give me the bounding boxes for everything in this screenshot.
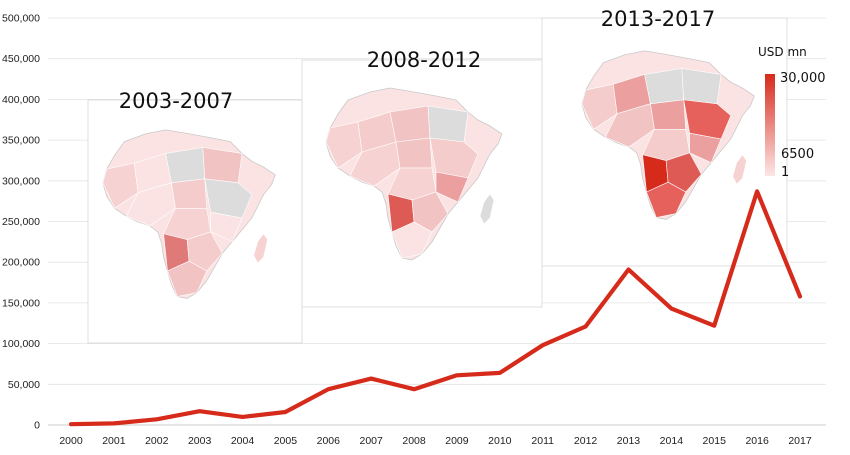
map-inset-2008-2012: 2008-2012	[301, 48, 543, 308]
data-point	[369, 377, 373, 381]
data-point	[326, 387, 330, 391]
data-point	[669, 306, 673, 311]
country-region	[125, 182, 176, 227]
x-tick-label: 2013	[617, 435, 641, 447]
data-point	[498, 371, 502, 375]
data-point	[155, 417, 159, 421]
data-point	[240, 415, 245, 419]
country-region	[210, 211, 243, 242]
country-region	[681, 68, 722, 105]
country-region	[665, 152, 702, 193]
data-point	[798, 294, 802, 298]
country-region	[349, 141, 401, 187]
map-inset-2013-2017: 2013-2017	[541, 7, 788, 267]
country-region	[186, 231, 223, 272]
country-region	[604, 103, 655, 148]
x-tick-label: 2015	[703, 435, 727, 447]
y-tick-label: 100,000	[2, 338, 40, 350]
x-tick-label: 2000	[59, 435, 83, 447]
y-tick-label: 150,000	[2, 297, 40, 309]
country-region	[429, 137, 479, 179]
country-region	[646, 181, 687, 218]
y-tick-label: 450,000	[2, 53, 40, 65]
x-tick-label: 2004	[231, 435, 255, 447]
country-region	[683, 99, 732, 140]
y-tick-label: 0	[34, 420, 40, 432]
data-point	[412, 387, 416, 391]
y-tick-label: 200,000	[2, 257, 40, 269]
country-region	[165, 147, 206, 184]
africa-map	[581, 50, 755, 220]
x-tick-label: 2010	[488, 435, 512, 447]
data-point	[583, 324, 588, 329]
legend-color-bar	[765, 74, 775, 176]
country-region	[732, 154, 747, 185]
legend-label-high: 30,000	[780, 71, 826, 86]
x-tick-label: 2017	[788, 435, 812, 447]
legend-label-mid: 6500	[781, 147, 814, 162]
x-tick-label: 2002	[145, 435, 169, 447]
country-region	[479, 193, 495, 225]
data-point	[626, 267, 631, 272]
legend-label-low: 1	[781, 165, 789, 180]
x-tick-label: 2001	[102, 435, 126, 447]
x-tick-label: 2011	[531, 435, 554, 447]
data-points	[69, 189, 802, 426]
x-tick-label: 2003	[188, 435, 212, 447]
data-point	[198, 409, 202, 413]
country-region	[253, 233, 268, 264]
inset-title: 2013-2017	[601, 7, 715, 31]
country-region	[391, 221, 433, 259]
country-region	[389, 105, 431, 143]
x-tick-label: 2005	[274, 435, 298, 447]
africa-map	[325, 87, 503, 261]
inset-title: 2008-2012	[367, 48, 481, 72]
color-legend: USD mn 30,000 6500 1	[758, 45, 826, 180]
country-region	[202, 147, 243, 184]
country-region	[435, 171, 469, 203]
country-region	[395, 137, 433, 169]
x-tick-label: 2016	[745, 435, 769, 447]
x-tick-label: 2014	[660, 435, 684, 447]
data-point	[755, 189, 759, 193]
x-tick-label: 2012	[574, 435, 598, 447]
x-tick-label: 2009	[445, 435, 469, 447]
inset-title: 2003-2007	[119, 89, 233, 113]
country-region	[581, 83, 618, 130]
data-point	[455, 373, 459, 377]
x-tick-label: 2008	[402, 435, 426, 447]
series-line	[68, 189, 803, 427]
country-region	[689, 132, 722, 163]
africa-map	[102, 129, 276, 299]
country-region	[204, 178, 253, 219]
x-axis: 2000 2001 2002 2003 2004 2005 2006 2007 2008 2009…	[59, 435, 812, 447]
data-point	[712, 324, 716, 328]
x-tick-label: 2006	[317, 435, 341, 447]
country-region	[171, 178, 208, 209]
data-point	[283, 410, 288, 414]
y-tick-label: 250,000	[2, 216, 40, 228]
y-tick-label: 50,000	[8, 379, 40, 391]
x-tick-label: 2007	[359, 435, 383, 447]
data-point	[541, 343, 545, 347]
country-region	[325, 121, 363, 169]
y-tick-label: 300,000	[2, 175, 40, 187]
country-region	[167, 260, 208, 297]
y-axis: 0 50,000 100,000 150,000 200,000 250,000 300,0…	[2, 13, 40, 432]
y-tick-label: 350,000	[2, 135, 40, 147]
map-inset-2003-2007: 2003-2007	[87, 89, 303, 344]
legend-unit: USD mn	[758, 45, 807, 59]
y-tick-label: 500,000	[2, 13, 40, 25]
country-region	[644, 68, 685, 105]
country-region	[427, 105, 469, 143]
data-point	[69, 422, 73, 426]
country-region	[650, 99, 687, 130]
data-point	[112, 421, 116, 425]
country-region	[102, 162, 139, 209]
y-tick-label: 400,000	[2, 94, 40, 106]
country-region	[411, 191, 449, 233]
